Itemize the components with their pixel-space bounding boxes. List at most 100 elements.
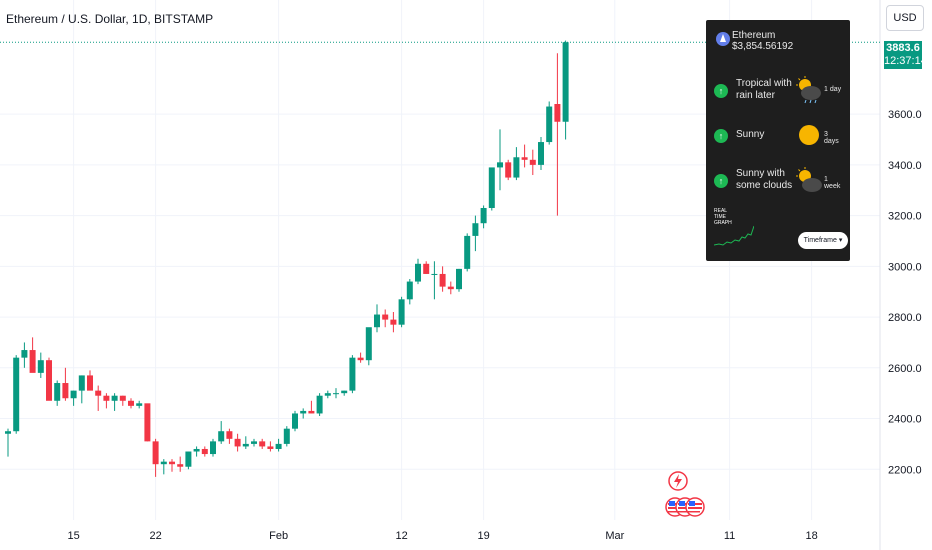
candle [259,438,266,449]
candle [144,403,151,442]
candle [251,438,257,447]
candle [382,309,389,328]
candle [193,446,200,457]
candle [62,367,69,401]
candle-body [365,327,372,361]
forecast-widget: Ethereum $3,854.56192 ↑ Tropical with ra… [706,20,850,261]
candle-body [333,393,339,395]
candle-body [300,410,307,414]
candle [169,459,175,472]
candle [324,390,331,399]
candle [78,375,85,404]
candle-body [46,360,52,401]
candle [283,426,290,447]
candle-body [283,428,290,444]
x-tick-label: 15 [67,530,79,542]
symbol-title[interactable]: Ethereum / U.S. Dollar, 1D, BITSTAMP [6,12,214,26]
candle-body [308,410,315,414]
candle-body [464,235,471,269]
candle-body [70,390,77,399]
candle [103,393,110,409]
candle [349,355,356,394]
candle-body [111,395,118,401]
candle [390,312,397,333]
sun-icon [799,125,819,145]
x-tick-label: 12 [395,530,407,542]
x-tick-label: 22 [149,530,161,542]
x-axis[interactable]: 15 22 Feb 12 19 Mar 11 18 [67,530,817,542]
candle [152,438,159,477]
timeframe-button[interactable]: Timeframe ▾ [798,232,848,249]
candle-body [415,263,421,282]
y-axis[interactable]: 3600.0 3400.0 3200.0 3000.0 2800.0 2600.0 2400… [888,109,922,476]
candle-body [201,448,208,455]
candle [505,159,512,181]
candle [316,393,323,416]
candle [201,446,208,457]
candle [488,167,495,211]
grid-lines [0,0,881,550]
y-tick-label: 2600.0 [888,363,922,375]
y-tick-label: 3600.0 [888,109,922,121]
candle [95,385,102,411]
candle [357,352,364,363]
candle [374,304,380,333]
forecast-text: Tropical with rain later [736,78,792,101]
candle [37,352,44,378]
y-tick-label: 3000.0 [888,261,922,273]
candle-body [62,383,69,399]
us-flag-icons[interactable] [665,495,705,519]
candle-body [169,461,175,465]
candle-body [37,360,44,373]
candle-body [431,273,438,275]
candle [242,436,249,449]
candle-body [562,42,569,122]
candle-body [505,162,512,178]
candle-body [242,443,249,447]
chevron-down-icon: ▾ [838,237,843,244]
coin-price: $3,854.56192 [732,41,794,52]
candle [267,441,274,452]
candle [128,398,134,409]
candle-body [136,403,143,406]
candle [423,261,430,274]
candles [5,40,569,477]
candle-body [472,223,479,236]
candle-body [210,441,216,455]
candle-body [87,375,93,391]
graph-label: REAL TIME GRAPH [714,208,732,226]
candle [431,261,438,300]
candle-body [177,464,184,467]
candle [554,53,561,216]
candle [111,393,118,411]
candle-body [439,273,446,287]
candle [54,380,61,406]
candle [70,390,77,406]
candle-body [128,400,134,406]
candle-body [21,350,28,358]
candle-body [29,350,36,373]
candle-body [546,106,553,143]
forecast-text: Sunny [736,129,765,140]
candle [177,456,184,472]
us-flag-icon[interactable] [685,497,705,517]
candle [218,421,225,444]
lightning-icon[interactable] [667,470,689,492]
forecast-horizon: 1 day [824,86,842,93]
timeframe-label: Timeframe [803,237,837,244]
candle [415,258,421,285]
candle [160,459,167,475]
candle [562,40,569,140]
candle [292,410,298,432]
candle [210,438,216,457]
candle-body [357,357,364,361]
forecast-text: Sunny with some clouds [736,168,793,191]
candle [136,400,143,409]
candle-body [152,441,159,465]
candle-body [324,393,331,396]
sun-cloud-rain-icon [796,76,821,104]
currency-button[interactable]: USD [886,5,924,31]
candle-body [554,104,561,122]
candle-body [374,314,380,328]
